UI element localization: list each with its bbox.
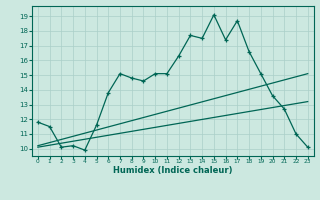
X-axis label: Humidex (Indice chaleur): Humidex (Indice chaleur) [113, 166, 233, 175]
